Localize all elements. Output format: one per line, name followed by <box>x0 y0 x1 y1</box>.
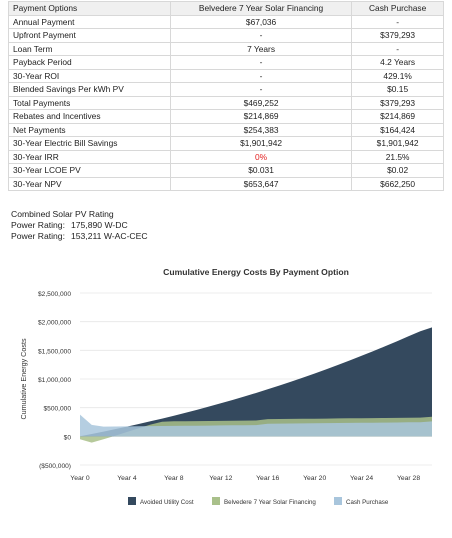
cash-value: 429.1% <box>351 69 444 83</box>
legend-swatch-1 <box>212 497 220 505</box>
y-tick-label: $1,500,000 <box>38 348 71 355</box>
series-area-2 <box>80 414 432 437</box>
belvedere-value: - <box>169 82 353 97</box>
cash-value: $379,293 <box>351 96 444 110</box>
belvedere-value: - <box>169 55 353 70</box>
row-label: 30-Year ROI <box>8 69 171 83</box>
power-rating-ac: Power Rating: 153,211 W-AC-CEC <box>11 231 148 242</box>
row-label: Total Payments <box>8 96 171 110</box>
row-label: 30-Year LCOE PV <box>8 163 171 178</box>
power-rating-dc: Power Rating: 175,890 W-DC <box>11 220 148 231</box>
row-label: Blended Savings Per kWh PV <box>8 82 171 97</box>
y-tick-label: $0 <box>64 434 72 441</box>
header-cash-purchase: Cash Purchase <box>351 1 444 16</box>
table-row: Upfront Payment - $379,293 <box>8 28 444 43</box>
cash-value: $164,424 <box>351 123 444 137</box>
power-rating-ac-value: 153,211 W-AC-CEC <box>71 231 148 241</box>
legend-swatch-2 <box>334 497 342 505</box>
power-rating-label: Power Rating: <box>11 220 65 230</box>
y-tick-label: $500,000 <box>43 406 71 413</box>
x-tick-label: Year 16 <box>256 475 279 482</box>
table-row: 30-Year ROI -429.1% <box>8 69 444 83</box>
cash-value: $214,869 <box>351 109 444 124</box>
cash-value: $379,293 <box>351 28 444 43</box>
cash-value: $662,250 <box>351 177 444 191</box>
x-tick-label: Year 24 <box>350 475 373 482</box>
cash-value: $1,901,942 <box>351 136 444 151</box>
header-belvedere: Belvedere 7 Year Solar Financing <box>169 1 353 16</box>
pv-rating-block: Combined Solar PV Rating Power Rating: 17… <box>11 209 148 242</box>
legend-swatch-0 <box>128 497 136 505</box>
cumulative-energy-costs-chart: Cumulative Energy Costs By Payment Optio… <box>19 267 432 506</box>
row-label: 30-Year Electric Bill Savings <box>8 136 171 151</box>
row-label: Upfront Payment <box>8 28 171 43</box>
table-row: 30-Year LCOE PV $0.031 $0.02 <box>8 163 444 178</box>
header-payment-options: Payment Options <box>8 1 171 16</box>
belvedere-value: 0% <box>169 150 353 164</box>
table-row: Loan Term 7 Years - <box>8 42 444 56</box>
y-axis-label: Cumulative Energy Costs <box>19 338 28 419</box>
table-row: 30-Year NPV $653,647 $662,250 <box>8 177 444 191</box>
table-row: Total Payments $469,252 $379,293 <box>8 96 444 110</box>
belvedere-value: - <box>169 28 353 43</box>
cash-value: $0.02 <box>351 163 444 178</box>
row-label: Net Payments <box>8 123 171 137</box>
x-tick-label: Year 0 <box>70 475 90 482</box>
table-row: Blended Savings Per kWh PV - $0.15 <box>8 82 444 97</box>
row-label: Loan Term <box>8 42 171 56</box>
legend-label-0: Avoided Utility Cost <box>140 499 194 506</box>
payment-options-table: Payment Options Belvedere 7 Year Solar F… <box>8 1 444 191</box>
belvedere-value: - <box>169 69 353 83</box>
power-rating-dc-value: 175,890 W-DC <box>71 220 128 230</box>
table-row: 30-Year IRR 0% 21.5% <box>8 150 444 164</box>
row-label: Annual Payment <box>8 15 171 29</box>
belvedere-value: $254,383 <box>169 123 353 137</box>
table-header-row: Payment Options Belvedere 7 Year Solar F… <box>8 1 444 16</box>
belvedere-value: $469,252 <box>169 96 353 110</box>
y-tick-label: $1,000,000 <box>38 377 71 384</box>
table-row: Payback Period -4.2 Years <box>8 55 444 70</box>
row-label: 30-Year IRR <box>8 150 171 164</box>
cash-value: 4.2 Years <box>351 55 444 70</box>
x-tick-label: Year 20 <box>303 475 326 482</box>
x-tick-label: Year 8 <box>164 475 184 482</box>
belvedere-value: $1,901,942 <box>169 136 353 151</box>
legend-label-2: Cash Purchase <box>346 499 389 506</box>
legend-label-1: Belvedere 7 Year Solar Financing <box>224 499 316 506</box>
row-label: Payback Period <box>8 55 171 70</box>
x-tick-label: Year 4 <box>117 475 137 482</box>
cash-value: - <box>351 42 444 56</box>
belvedere-value: 7 Years <box>169 42 353 56</box>
row-label: 30-Year NPV <box>8 177 171 191</box>
x-tick-label: Year 28 <box>397 475 420 482</box>
table-row: Annual Payment $67,036- <box>8 15 444 29</box>
y-tick-label: ($500,000) <box>39 463 71 470</box>
cash-value: 21.5% <box>351 150 444 164</box>
belvedere-value: $214,869 <box>169 109 353 124</box>
table-row: 30-Year Electric Bill Savings $1,901,942 $… <box>8 136 444 151</box>
pv-rating-title: Combined Solar PV Rating <box>11 209 114 219</box>
cash-value: $0.15 <box>351 82 444 97</box>
chart-title: Cumulative Energy Costs By Payment Optio… <box>163 267 349 277</box>
x-tick-label: Year 12 <box>209 475 232 482</box>
belvedere-value: $67,036 <box>169 15 353 29</box>
table-row: Rebates and Incentives $214,869 $214,869 <box>8 109 444 124</box>
belvedere-value: $653,647 <box>169 177 353 191</box>
y-tick-label: $2,500,000 <box>38 291 71 298</box>
series-area-0 <box>80 327 432 437</box>
row-label: Rebates and Incentives <box>8 109 171 124</box>
y-tick-label: $2,000,000 <box>38 320 71 327</box>
table-row: Net Payments $254,383 $164,424 <box>8 123 444 137</box>
power-rating-label: Power Rating: <box>11 231 65 241</box>
belvedere-value: $0.031 <box>169 163 353 178</box>
cash-value: - <box>351 15 444 29</box>
